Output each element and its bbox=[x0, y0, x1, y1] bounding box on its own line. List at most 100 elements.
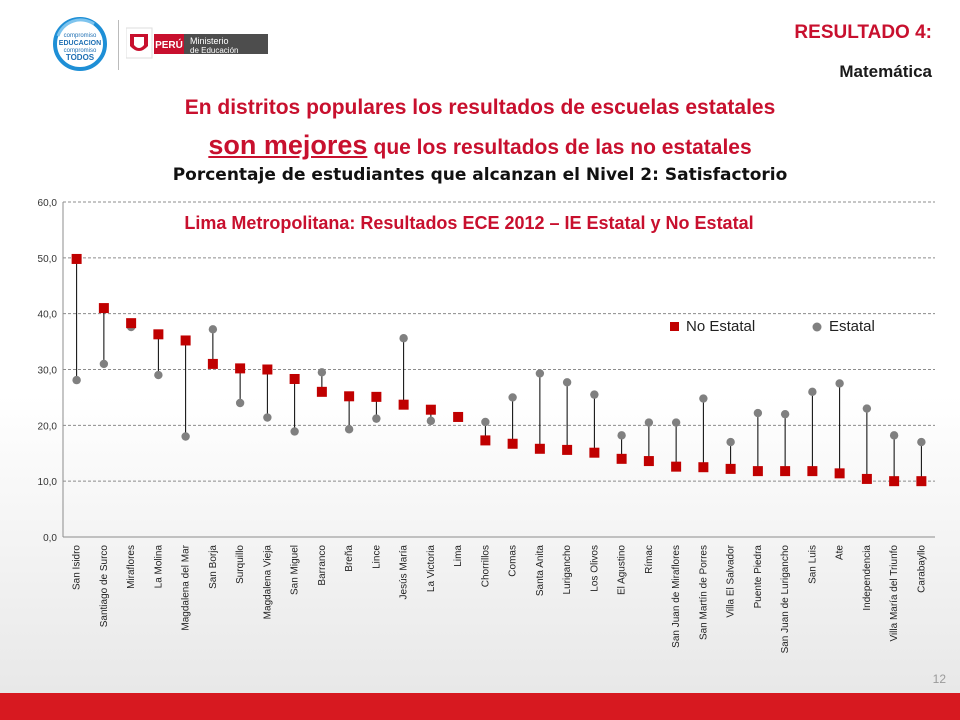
no-estatal-point bbox=[126, 318, 137, 329]
estatal-point bbox=[753, 408, 763, 418]
no-estatal-point bbox=[534, 443, 545, 454]
no-estatal-point bbox=[371, 391, 382, 402]
no-estatal-point bbox=[671, 461, 682, 472]
x-tick-label: Lince bbox=[371, 545, 382, 569]
y-tick-label: 50,0 bbox=[38, 254, 58, 265]
estatal-point bbox=[671, 418, 681, 427]
svg-text:compromiso: compromiso bbox=[64, 33, 97, 39]
estatal-point bbox=[835, 379, 844, 388]
no-estatal-point bbox=[235, 363, 246, 374]
x-tick-label: Chorrillos bbox=[480, 545, 491, 587]
x-tick-label: Carabayllo bbox=[916, 545, 927, 593]
estatal-point bbox=[208, 325, 218, 334]
no-estatal-point bbox=[725, 463, 736, 474]
estatal-point bbox=[426, 416, 436, 426]
estatal-point bbox=[562, 378, 572, 387]
estatal-point bbox=[481, 417, 490, 427]
x-tick-label: Comas bbox=[508, 545, 519, 577]
svg-text:EDUCACION: EDUCACION bbox=[59, 40, 101, 47]
svg-text:TODOS: TODOS bbox=[66, 53, 95, 62]
legend-label-no-estatal: No Estatal bbox=[686, 318, 755, 335]
no-estatal-point bbox=[589, 447, 600, 458]
x-tick-label: Magdalena Vieja bbox=[262, 545, 273, 620]
no-estatal-point bbox=[780, 466, 791, 477]
x-tick-label: Surquillo bbox=[235, 545, 246, 584]
x-tick-label: Villa María del Triunfo bbox=[889, 545, 900, 642]
x-tick-label: Lima bbox=[453, 545, 464, 567]
chart-subtitle: Porcentaje de estudiantes que alcanzan e… bbox=[172, 165, 788, 185]
x-tick-label: Independencia bbox=[862, 545, 873, 611]
estatal-point bbox=[617, 431, 626, 440]
estatal-point bbox=[154, 370, 163, 380]
legend-label-estatal: Estatal bbox=[829, 318, 875, 335]
no-estatal-point bbox=[916, 476, 927, 487]
estatal-point bbox=[590, 390, 599, 399]
no-estatal-point bbox=[698, 462, 709, 473]
no-estatal-point bbox=[289, 373, 300, 384]
y-tick-label: 10,0 bbox=[38, 477, 58, 488]
no-estatal-point bbox=[616, 453, 627, 464]
no-estatal-point bbox=[752, 466, 763, 477]
y-tick-label: 30,0 bbox=[38, 366, 58, 377]
x-tick-label: Puente Piedra bbox=[753, 545, 764, 609]
x-tick-label: Villa El Salvador bbox=[726, 544, 737, 617]
ministry-name-line2: de Educación bbox=[190, 46, 238, 55]
y-tick-label: 0,0 bbox=[43, 533, 57, 544]
x-tick-label: Barranco bbox=[317, 545, 328, 586]
estatal-point bbox=[72, 375, 81, 385]
estatal-point bbox=[399, 334, 408, 343]
logo-divider bbox=[118, 20, 119, 70]
x-tick-label: Miraflores bbox=[126, 545, 137, 589]
x-tick-label: Los Olivos bbox=[589, 545, 600, 592]
no-estatal-point bbox=[180, 335, 191, 346]
estatal-point bbox=[726, 437, 735, 447]
x-tick-label: Santa Anita bbox=[535, 545, 546, 597]
estatal-point bbox=[181, 432, 190, 441]
no-estatal-point bbox=[316, 386, 327, 397]
y-tick-label: 40,0 bbox=[38, 310, 58, 321]
result-title: RESULTADO 4: bbox=[794, 22, 932, 43]
svg-text:compromiso: compromiso bbox=[64, 48, 97, 54]
estatal-point bbox=[780, 409, 790, 419]
x-tick-label: La Victoria bbox=[426, 545, 437, 593]
no-estatal-point bbox=[153, 329, 164, 340]
x-tick-label: Magdalena del Mar bbox=[181, 544, 192, 630]
no-estatal-point bbox=[507, 438, 518, 449]
x-tick-label: Santiago de Surco bbox=[99, 545, 110, 628]
headline-line2: son mejores que los resultados de las no… bbox=[0, 130, 960, 161]
no-estatal-point bbox=[71, 253, 82, 264]
no-estatal-point bbox=[807, 466, 818, 477]
headline-emphasis: son mejores bbox=[208, 130, 368, 160]
campaign-logo: compromiso EDUCACION compromiso TODOS bbox=[53, 17, 107, 71]
no-estatal-point bbox=[98, 303, 109, 314]
estatal-point bbox=[699, 394, 708, 403]
no-estatal-point bbox=[861, 473, 872, 484]
no-estatal-point bbox=[453, 411, 464, 422]
no-estatal-point bbox=[834, 468, 845, 479]
x-tick-label: San Juan de Miraflores bbox=[671, 545, 682, 648]
result-subject: Matemática bbox=[839, 62, 932, 81]
page-number: 12 bbox=[932, 672, 946, 686]
no-estatal-point bbox=[207, 358, 218, 369]
x-tick-label: La Molina bbox=[153, 545, 164, 589]
x-tick-label: Rímac bbox=[644, 545, 655, 574]
estatal-point bbox=[235, 398, 245, 408]
chart-title: Lima Metropolitana: Resultados ECE 2012 … bbox=[184, 213, 753, 233]
x-tick-label: San Juan de Lurigancho bbox=[780, 545, 791, 654]
estatal-point bbox=[535, 369, 545, 378]
x-tick-label: Breña bbox=[344, 545, 355, 572]
estatal-point bbox=[317, 368, 327, 377]
x-tick-label: Ate bbox=[835, 545, 846, 560]
legend-marker-no-estatal bbox=[670, 322, 679, 331]
no-estatal-point bbox=[344, 391, 355, 402]
estatal-point bbox=[372, 414, 381, 423]
estatal-point bbox=[508, 393, 517, 402]
no-estatal-point bbox=[398, 399, 409, 410]
svg-text:PERÚ: PERÚ bbox=[155, 38, 183, 51]
estatal-point bbox=[99, 359, 109, 369]
headline-rest: que los resultados de las no estatales bbox=[373, 136, 752, 159]
estatal-point bbox=[862, 404, 872, 413]
x-tick-label: San Martín de Porres bbox=[698, 545, 709, 640]
estatal-point bbox=[917, 437, 926, 447]
